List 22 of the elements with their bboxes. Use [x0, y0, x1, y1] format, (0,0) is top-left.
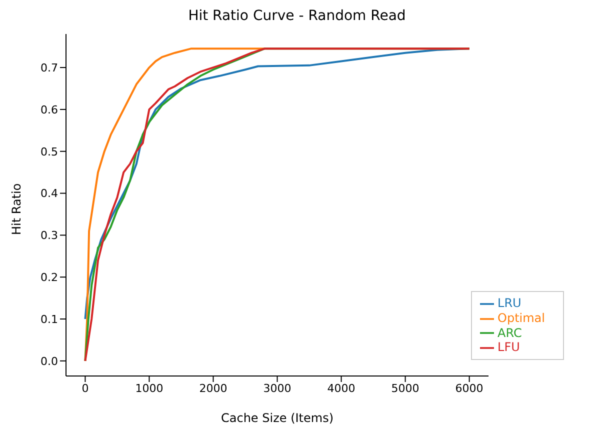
legend-label: ARC — [498, 326, 522, 340]
x-tick-label: 2000 — [199, 382, 228, 395]
y-tick-label: 0.4 — [40, 187, 58, 200]
chart-title: Hit Ratio Curve - Random Read — [187, 8, 407, 26]
y-tick-label: 0.7 — [40, 61, 58, 74]
x-tick-label: 0 — [82, 382, 89, 395]
x-tick-label: 1000 — [135, 382, 164, 395]
y-tick-label: 0.0 — [40, 354, 58, 368]
x-tick-label: 3000 — [263, 382, 292, 395]
legend-label: Optimal — [498, 310, 545, 325]
y-axis-title: Hit Ratio — [9, 183, 24, 235]
y-tick-label: 0.6 — [40, 103, 58, 116]
x-tick-label: 4000 — [327, 382, 356, 395]
y-tick-label: 0.1 — [40, 312, 58, 326]
legend-label: LFU — [498, 340, 520, 354]
y-tick-label: 0.5 — [40, 145, 58, 158]
y-tick-label: 0.3 — [40, 229, 58, 242]
legend-label: LRU — [498, 296, 522, 310]
x-tick-label: 6000 — [455, 382, 484, 395]
x-tick-label: 5000 — [391, 382, 420, 395]
x-axis-title: Cache Size (Items) — [221, 411, 334, 425]
y-tick-label: 0.2 — [40, 270, 58, 284]
